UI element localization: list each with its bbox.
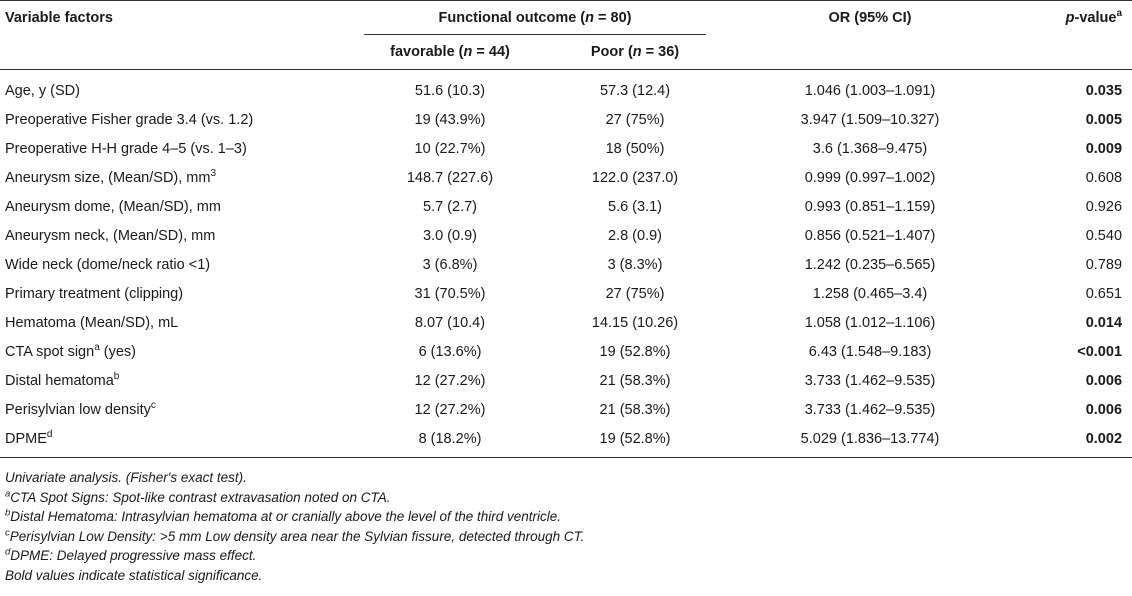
p-value-cell: 0.006 (1085, 372, 1123, 389)
p-value-cell: <0.001 (1077, 343, 1123, 360)
p-value-cell: 0.006 (1085, 401, 1123, 418)
table-row: Preoperative H-H grade 4–5 (vs. 1–3) 10 (… (0, 134, 1132, 163)
or-ci-cell: 6.43 (1.548–9.183) (808, 343, 932, 360)
table-row: Perisylvian low densityc 12 (27.2%) 21 (58… (0, 395, 1132, 424)
p-value-cell: 0.035 (1085, 82, 1123, 99)
or-ci-cell: 5.029 (1.836–13.774) (800, 430, 940, 447)
table-row: Primary treatment (clipping) 31 (70.5%) 27… (0, 279, 1132, 308)
table-row: CTA spot signa (yes) 6 (13.6%) 19 (52.8%) 6… (0, 337, 1132, 366)
header-p-value: p-valuea (1020, 0, 1132, 35)
favorable-cell: 12 (27.2%) (414, 401, 486, 418)
poor-cell: 2.8 (0.9) (608, 227, 662, 244)
or-ci-cell: 1.258 (0.465–3.4) (812, 285, 928, 302)
or-ci-cell: 0.856 (0.521–1.407) (804, 227, 936, 244)
header-blank (0, 35, 350, 70)
variable-cell: Wide neck (dome/neck ratio <1) (5, 256, 211, 273)
favorable-cell: 3 (6.8%) (422, 256, 478, 273)
footnote: aCTA Spot Signs: Spot-like contrast extr… (5, 488, 391, 505)
p-value-cell: 0.789 (1085, 256, 1123, 273)
favorable-cell: 31 (70.5%) (414, 285, 486, 302)
table-body: Age, y (SD) 51.6 (10.3) 57.3 (12.4) 1.046 (… (0, 70, 1132, 458)
p-value-cell: 0.651 (1085, 285, 1123, 302)
favorable-cell: 19 (43.9%) (414, 111, 486, 128)
variable-cell: Aneurysm size, (Mean/SD), mm3 (5, 167, 217, 186)
poor-cell: 19 (52.8%) (599, 343, 671, 360)
favorable-cell: 12 (27.2%) (414, 372, 486, 389)
p-value-cell: 0.608 (1085, 169, 1123, 186)
variable-cell: DPMEd (5, 428, 53, 447)
favorable-cell: 6 (13.6%) (418, 343, 482, 360)
p-value-cell: 0.005 (1085, 111, 1123, 128)
footnote: cPerisylvian Low Density: >5 mm Low dens… (5, 527, 585, 544)
variable-cell: CTA spot signa (yes) (5, 341, 137, 360)
variable-cell: Hematoma (Mean/SD), mL (5, 314, 179, 331)
or-ci-cell: 3.733 (1.462–9.535) (804, 401, 936, 418)
poor-cell: 21 (58.3%) (599, 401, 671, 418)
table-header: Variable factors Functional outcome (n =… (0, 0, 1132, 70)
variable-cell: Age, y (SD) (5, 82, 80, 99)
header-favorable: favorable (n = 44) (390, 44, 510, 60)
poor-cell: 14.15 (10.26) (591, 314, 679, 331)
favorable-cell: 8 (18.2%) (418, 430, 482, 447)
header-blank (720, 35, 1020, 70)
favorable-cell: 8.07 (10.4) (414, 314, 486, 331)
poor-cell: 57.3 (12.4) (599, 82, 671, 99)
favorable-cell: 148.7 (227.6) (406, 169, 494, 186)
poor-cell: 19 (52.8%) (599, 430, 671, 447)
footnote: bDistal Hematoma: Intrasylvian hematoma … (5, 507, 562, 524)
poor-cell: 27 (75%) (605, 285, 665, 302)
variable-cell: Preoperative H-H grade 4–5 (vs. 1–3) (5, 140, 247, 157)
variable-cell: Primary treatment (clipping) (5, 285, 184, 302)
or-ci-cell: 1.058 (1.012–1.106) (804, 314, 936, 331)
footnote: Univariate analysis. (Fisher's exact tes… (5, 470, 247, 485)
p-value-cell: 0.014 (1085, 314, 1123, 331)
table-row: Aneurysm size, (Mean/SD), mm3 148.7 (227.… (0, 163, 1132, 192)
table-row: Age, y (SD) 51.6 (10.3) 57.3 (12.4) 1.046 (… (0, 70, 1132, 106)
or-ci-cell: 1.242 (0.235–6.565) (804, 256, 936, 273)
or-ci-cell: 3.6 (1.368–9.475) (812, 140, 928, 157)
favorable-cell: 51.6 (10.3) (414, 82, 486, 99)
table-row: Aneurysm neck, (Mean/SD), mm 3.0 (0.9) 2.8… (0, 221, 1132, 250)
or-ci-cell: 1.046 (1.003–1.091) (804, 82, 936, 99)
variable-cell: Distal hematomab (5, 370, 120, 389)
poor-cell: 3 (8.3%) (607, 256, 663, 273)
poor-cell: 27 (75%) (605, 111, 665, 128)
poor-cell: 5.6 (3.1) (608, 198, 662, 215)
poor-cell: 21 (58.3%) (599, 372, 671, 389)
footnote: Bold values indicate statistical signifi… (5, 567, 263, 583)
header-or-ci: OR (95% CI) (720, 0, 1021, 35)
univariate-analysis-table: Variable factors Functional outcome (n =… (0, 0, 1132, 458)
table-footnotes: Univariate analysis. (Fisher's exact tes… (0, 468, 1132, 585)
table-row: Hematoma (Mean/SD), mL 8.07 (10.4) 14.15 (… (0, 308, 1132, 337)
header-poor: Poor (n = 36) (590, 44, 680, 60)
header-functional-outcome: Functional outcome (n = 80) (350, 0, 721, 35)
poor-cell: 122.0 (237.0) (591, 169, 679, 186)
p-value-cell: 0.540 (1085, 227, 1123, 244)
table-row: Wide neck (dome/neck ratio <1) 3 (6.8%) 3 … (0, 250, 1132, 279)
header-blank (1020, 35, 1132, 70)
header-variable-factors: Variable factors (0, 0, 350, 35)
or-ci-cell: 3.947 (1.509–10.327) (800, 111, 940, 128)
or-ci-cell: 3.733 (1.462–9.535) (804, 372, 936, 389)
or-ci-cell: 0.993 (0.851–1.159) (804, 198, 936, 215)
table-row: Distal hematomab 12 (27.2%) 21 (58.3%) 3.73… (0, 366, 1132, 395)
favorable-cell: 5.7 (2.7) (423, 198, 477, 215)
p-value-cell: 0.002 (1085, 430, 1123, 447)
variable-cell: Aneurysm dome, (Mean/SD), mm (5, 198, 221, 215)
table-row: DPMEd 8 (18.2%) 19 (52.8%) 5.029 (1.836–13.… (0, 424, 1132, 458)
p-value-cell: 0.009 (1085, 140, 1123, 157)
or-ci-cell: 0.999 (0.997–1.002) (804, 169, 936, 186)
table-row: Aneurysm dome, (Mean/SD), mm 5.7 (2.7) 5.6… (0, 192, 1132, 221)
favorable-cell: 10 (22.7%) (414, 140, 486, 157)
variable-cell: Aneurysm neck, (Mean/SD), mm (5, 227, 216, 244)
poor-cell: 18 (50%) (605, 140, 665, 157)
p-value-cell: 0.926 (1085, 198, 1123, 215)
table-row: Preoperative Fisher grade 3.4 (vs. 1.2) 1… (0, 105, 1132, 134)
variable-cell: Preoperative Fisher grade 3.4 (vs. 1.2) (5, 111, 254, 128)
favorable-cell: 3.0 (0.9) (423, 227, 477, 244)
footnote: dDPME: Delayed progressive mass effect. (5, 546, 257, 563)
variable-cell: Perisylvian low densityc (5, 399, 156, 418)
